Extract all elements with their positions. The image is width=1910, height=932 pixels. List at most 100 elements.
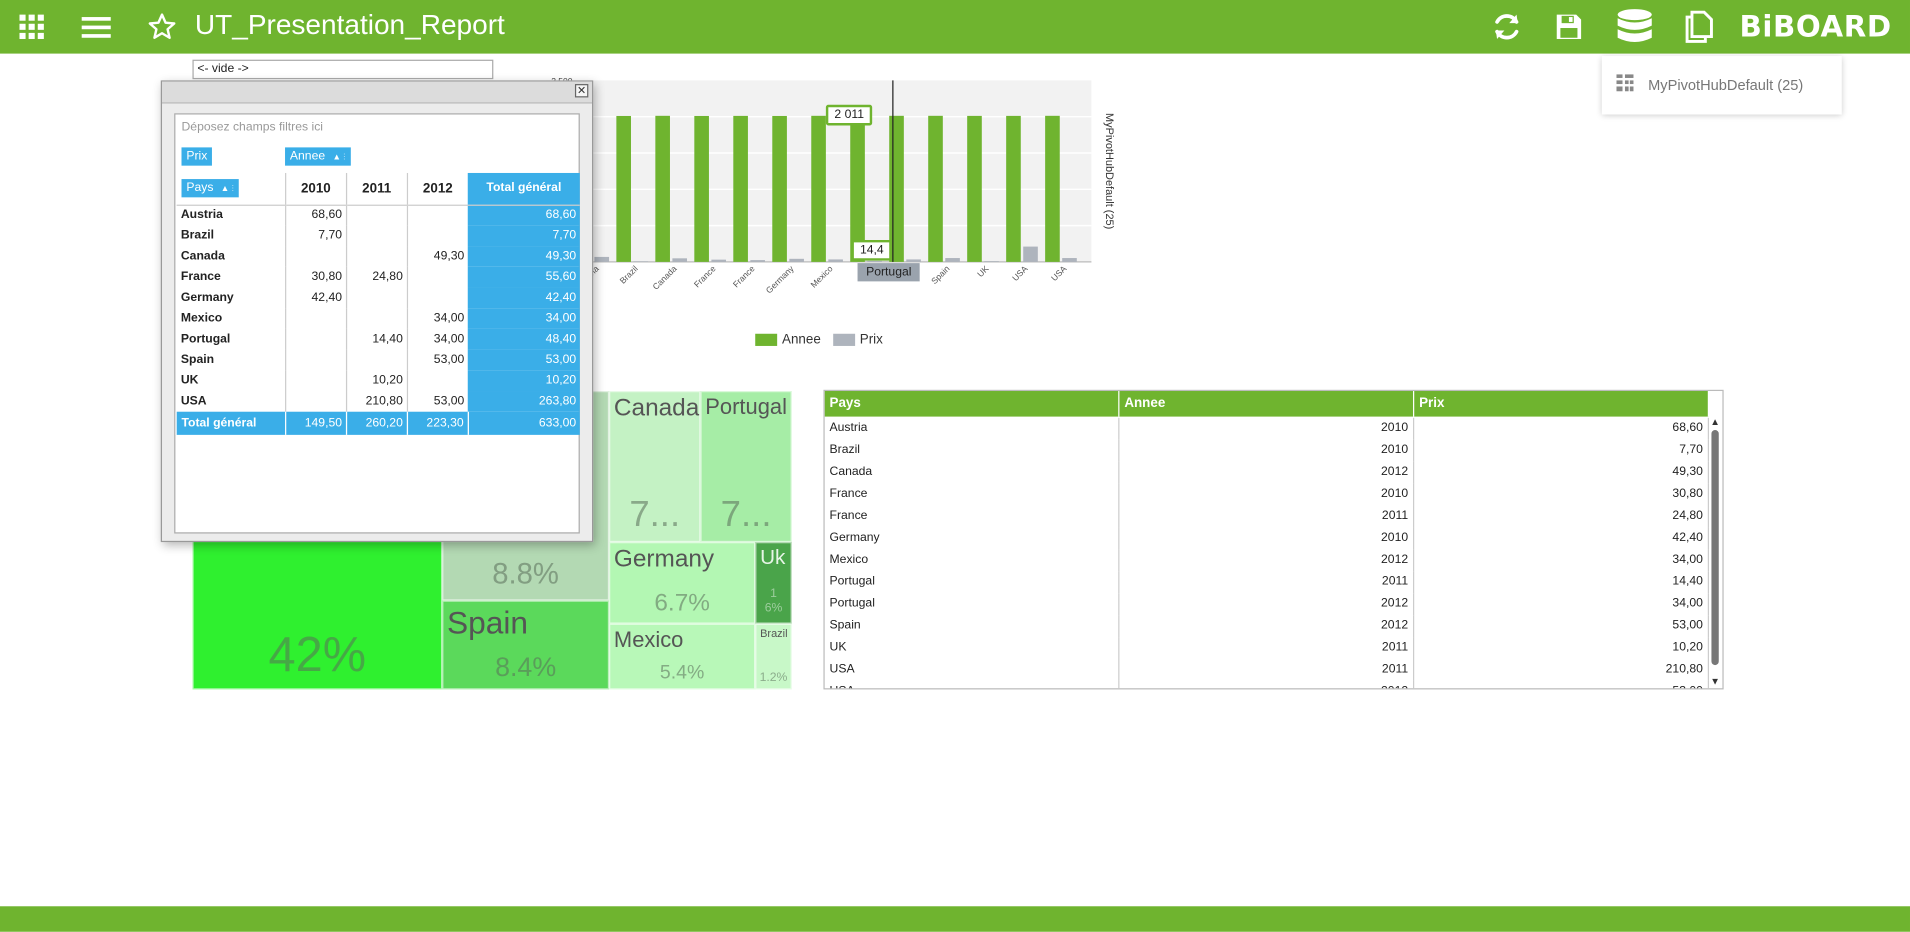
- table-row[interactable]: Mexico 2012 34,00: [825, 549, 1710, 572]
- table-cell: 42,40: [1414, 527, 1710, 550]
- refresh-icon[interactable]: [1487, 7, 1526, 46]
- scroll-thumb[interactable]: [1711, 429, 1719, 666]
- table-row[interactable]: France 2011 24,80: [825, 505, 1710, 528]
- bar-prix: [1062, 258, 1077, 262]
- table-row[interactable]: Brazil 2010 7,70: [825, 439, 1710, 462]
- scroll-up-icon[interactable]: ▲: [1710, 416, 1720, 428]
- table-row[interactable]: UK 2011 10,20: [825, 637, 1710, 659]
- pivot-row[interactable]: Austria 68,60 68,60: [176, 204, 580, 226]
- y-axis-title: MyPivotHubDefault (25): [1103, 113, 1115, 229]
- pivot-cell: 53,00: [406, 349, 468, 371]
- datasource-menu: MyPivotHubDefault (25): [1601, 56, 1842, 115]
- filter-drop-zone[interactable]: Déposez champs filtres ici: [181, 120, 323, 134]
- pivot-cell: 49,30: [406, 246, 468, 267]
- apps-grid-icon[interactable]: [12, 7, 51, 46]
- pivot-row[interactable]: Canada 49,30 49,30: [176, 246, 580, 267]
- legend-item-annee[interactable]: Annee: [755, 333, 821, 347]
- grand-total-cell: 260,20: [345, 411, 408, 435]
- table-cell: 2012: [1119, 680, 1415, 689]
- table-cell: 7,70: [1414, 439, 1710, 462]
- menu-icon[interactable]: [77, 7, 116, 46]
- database-icon[interactable]: [1613, 7, 1657, 46]
- dialog-titlebar[interactable]: ✕: [162, 81, 593, 104]
- column-header-prix[interactable]: Prix: [1414, 391, 1710, 417]
- treemap-cell-spain[interactable]: Spain 8.4%: [442, 600, 610, 690]
- bar-prix: [984, 261, 999, 262]
- pivot-row-label: USA: [180, 394, 207, 409]
- bar-prix: [945, 258, 960, 262]
- pivot-cell: [284, 246, 347, 267]
- treemap-cell-mexico[interactable]: Mexico 5.4%: [609, 623, 756, 690]
- pivot-row[interactable]: UK 10,20 10,20: [176, 370, 580, 392]
- bar-annee: [850, 115, 865, 262]
- table-row[interactable]: Austria 2010 68,60: [825, 417, 1710, 440]
- bar-annee: [655, 115, 670, 262]
- treemap-cell-brazil[interactable]: Brazil 1.2%: [755, 623, 792, 690]
- table-row[interactable]: France 2010 30,80: [825, 483, 1710, 506]
- year-header[interactable]: 2012: [406, 172, 468, 206]
- row-field-chip[interactable]: Pays ▲ ⫶: [181, 179, 239, 198]
- column-header-annee[interactable]: Annee: [1119, 391, 1415, 417]
- page-title: UT_Presentation_Report: [194, 8, 505, 41]
- highlighted-category: Portugal: [857, 263, 920, 282]
- pivot-cell: 10,20: [345, 370, 408, 392]
- treemap-cell-portugal[interactable]: Portugal 7...: [700, 391, 792, 543]
- pivot-row[interactable]: Portugal 14,40 34,00 48,40: [176, 328, 580, 350]
- filter-field[interactable]: <- vide ->: [192, 59, 494, 80]
- table-row[interactable]: Portugal 2012 34,00: [825, 593, 1710, 616]
- table-cell: 68,60: [1414, 417, 1710, 440]
- bar-prix: [789, 258, 804, 262]
- bar-prix: [672, 258, 688, 262]
- sort-filter-icon[interactable]: ▲ ⫶: [332, 153, 346, 163]
- save-icon[interactable]: [1549, 7, 1588, 46]
- bar-annee: [733, 115, 748, 262]
- x-tick-label: Brazil: [618, 263, 640, 285]
- scroll-down-icon[interactable]: ▼: [1710, 676, 1720, 688]
- pivot-row[interactable]: France 30,80 24,80 55,60: [176, 266, 580, 288]
- pivot-row[interactable]: USA 210,80 53,00 263,80: [176, 391, 580, 412]
- datasource-item[interactable]: MyPivotHubDefault (25): [1648, 76, 1804, 94]
- copy-icon[interactable]: [1680, 7, 1719, 46]
- pivot-cell: 49,30: [467, 246, 580, 267]
- treemap-cell-uk[interactable]: Uk 1 6%: [755, 542, 792, 624]
- bar-prix: [906, 259, 921, 262]
- table-row[interactable]: Portugal 2011 14,40: [825, 571, 1710, 594]
- sort-filter-icon[interactable]: ▲ ⫶: [220, 185, 234, 194]
- pivot-cell: [284, 370, 347, 392]
- bar-annee: [889, 115, 904, 262]
- table-row[interactable]: USA 2011 210,80: [825, 658, 1710, 681]
- treemap-cell-germany[interactable]: Germany 6.7%: [609, 542, 756, 624]
- pivot-cell: [284, 308, 347, 329]
- x-tick-label: USA: [1049, 263, 1069, 283]
- table-row[interactable]: Germany 2010 42,40: [825, 527, 1710, 550]
- bar-annee: [967, 115, 982, 262]
- data-table: Pays Annee Prix Austria 2010 68,60 Brazil 20…: [823, 389, 1724, 690]
- pivot-row[interactable]: Spain 53,00 53,00: [176, 349, 580, 371]
- table-cell: 2011: [1119, 505, 1415, 528]
- pivot-row[interactable]: Brazil 7,70 7,70: [176, 225, 580, 247]
- year-header[interactable]: 2010: [284, 172, 347, 206]
- table-cell: Brazil: [825, 439, 1120, 462]
- table-row[interactable]: Canada 2012 49,30: [825, 461, 1710, 484]
- bar-annee: [694, 115, 709, 262]
- bar-prix: [750, 260, 765, 262]
- legend-item-prix[interactable]: Prix: [832, 333, 883, 347]
- table-row[interactable]: Spain 2012 53,00: [825, 615, 1710, 638]
- star-icon[interactable]: [143, 7, 182, 46]
- table-cell: 2012: [1119, 549, 1415, 572]
- bar-annee: [1006, 115, 1021, 262]
- pivot-row[interactable]: Mexico 34,00 34,00: [176, 308, 580, 329]
- value-field-chip[interactable]: Prix: [181, 147, 213, 166]
- year-header[interactable]: 2011: [345, 172, 408, 206]
- treemap-cell-canada[interactable]: Canada 7...: [609, 391, 701, 543]
- pivot-cell: [406, 225, 468, 247]
- close-icon[interactable]: ✕: [574, 84, 589, 98]
- table-row[interactable]: USA201253,00: [825, 680, 1710, 689]
- pivot-cell: [345, 246, 408, 267]
- column-header-pays[interactable]: Pays: [825, 391, 1120, 417]
- table-cell: 2012: [1119, 461, 1415, 484]
- column-field-chip[interactable]: Annee ▲ ⫶: [285, 147, 351, 166]
- table-scrollbar[interactable]: ▲ ▼: [1709, 416, 1721, 688]
- pivot-row[interactable]: Germany 42,40 42,40: [176, 287, 580, 309]
